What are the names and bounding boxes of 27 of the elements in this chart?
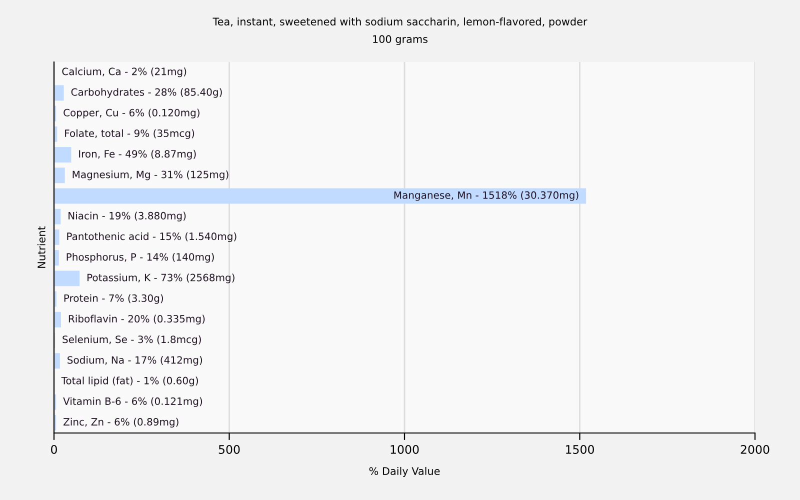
x-tick-label: 1000 bbox=[390, 445, 419, 454]
y-tick-label: Selenium, Se - 3% (1.8mcg) bbox=[62, 335, 201, 346]
y-tick-label: Manganese, Mn - 1518% (30.370mg) bbox=[394, 191, 578, 201]
y-tick-label: Riboflavin - 20% (0.335mg) bbox=[68, 314, 205, 324]
y-tick-label: Iron, Fe - 49% (8.87mg) bbox=[79, 150, 196, 160]
y-tick-label: Potassium, K - 73% (2568mg) bbox=[88, 274, 234, 284]
chart-title: Tea, instant, sweetened with sodium saccharin, lemon-flavored, powder bbox=[212, 17, 588, 28]
y-tick-label: Copper, Cu - 6% (0.120mg) bbox=[64, 108, 200, 118]
y-axis-title: Nutrient bbox=[37, 226, 46, 268]
x-axis-title: % Daily Value bbox=[369, 466, 440, 478]
x-tick-label: 0 bbox=[51, 445, 57, 454]
y-tick-label: Protein - 7% (3.30g) bbox=[64, 294, 164, 304]
x-tick-label: 2000 bbox=[740, 445, 770, 454]
y-tick-label: Carbohydrates - 28% (85.40g) bbox=[71, 88, 222, 98]
y-tick-label: Folate, total - 9% (35mcg) bbox=[65, 129, 194, 139]
y-tick-label: Calcium, Ca - 2% (21mg) bbox=[62, 67, 186, 78]
chart-subtitle: 100 grams bbox=[373, 35, 428, 46]
y-tick-label: Niacin - 19% (3.880mg) bbox=[68, 212, 186, 222]
y-tick-label: Phosphorus, P - 14% (140mg) bbox=[66, 252, 214, 263]
x-tick-label: 500 bbox=[218, 445, 240, 454]
y-tick-label: Pantothenic acid - 15% (1.540mg) bbox=[67, 232, 236, 242]
y-tick-label: Sodium, Na - 17% (412mg) bbox=[68, 356, 202, 366]
x-tick-label: 1500 bbox=[566, 445, 594, 454]
y-tick-label: Zinc, Zn - 6% (0.89mg) bbox=[63, 418, 178, 428]
y-tick-label: Total lipid (fat) - 1% (0.60g) bbox=[61, 376, 198, 386]
y-tick-label: Vitamin B-6 - 6% (0.121mg) bbox=[63, 397, 202, 407]
y-tick-label: Magnesium, Mg - 31% (125mg) bbox=[72, 170, 228, 180]
